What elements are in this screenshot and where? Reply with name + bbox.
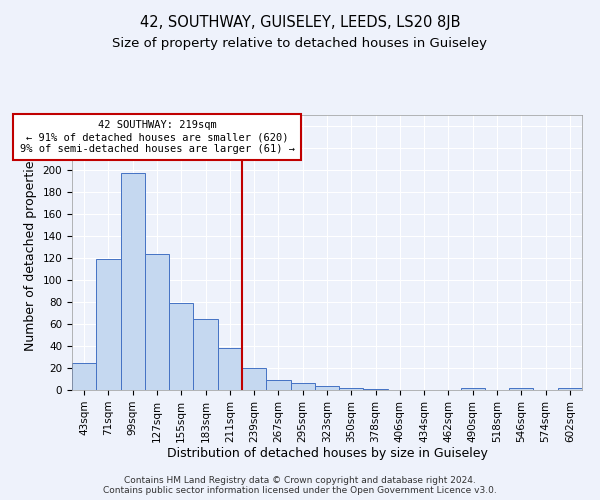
Bar [193, 318, 218, 390]
Bar [339, 388, 364, 390]
Bar [509, 388, 533, 390]
Bar [364, 389, 388, 390]
Bar [72, 362, 96, 390]
Bar [242, 368, 266, 390]
Bar [266, 380, 290, 390]
Bar [290, 384, 315, 390]
Bar [461, 388, 485, 390]
Text: 42, SOUTHWAY, GUISELEY, LEEDS, LS20 8JB: 42, SOUTHWAY, GUISELEY, LEEDS, LS20 8JB [140, 15, 460, 30]
Bar [315, 386, 339, 390]
Bar [145, 254, 169, 390]
Text: Contains HM Land Registry data © Crown copyright and database right 2024.
Contai: Contains HM Land Registry data © Crown c… [103, 476, 497, 495]
Bar [558, 388, 582, 390]
Y-axis label: Number of detached properties: Number of detached properties [24, 154, 37, 351]
Bar [121, 174, 145, 390]
Bar [169, 303, 193, 390]
Bar [96, 259, 121, 390]
Text: Size of property relative to detached houses in Guiseley: Size of property relative to detached ho… [113, 38, 487, 51]
Bar [218, 348, 242, 390]
X-axis label: Distribution of detached houses by size in Guiseley: Distribution of detached houses by size … [167, 448, 487, 460]
Text: 42 SOUTHWAY: 219sqm
← 91% of detached houses are smaller (620)
9% of semi-detach: 42 SOUTHWAY: 219sqm ← 91% of detached ho… [19, 120, 295, 154]
